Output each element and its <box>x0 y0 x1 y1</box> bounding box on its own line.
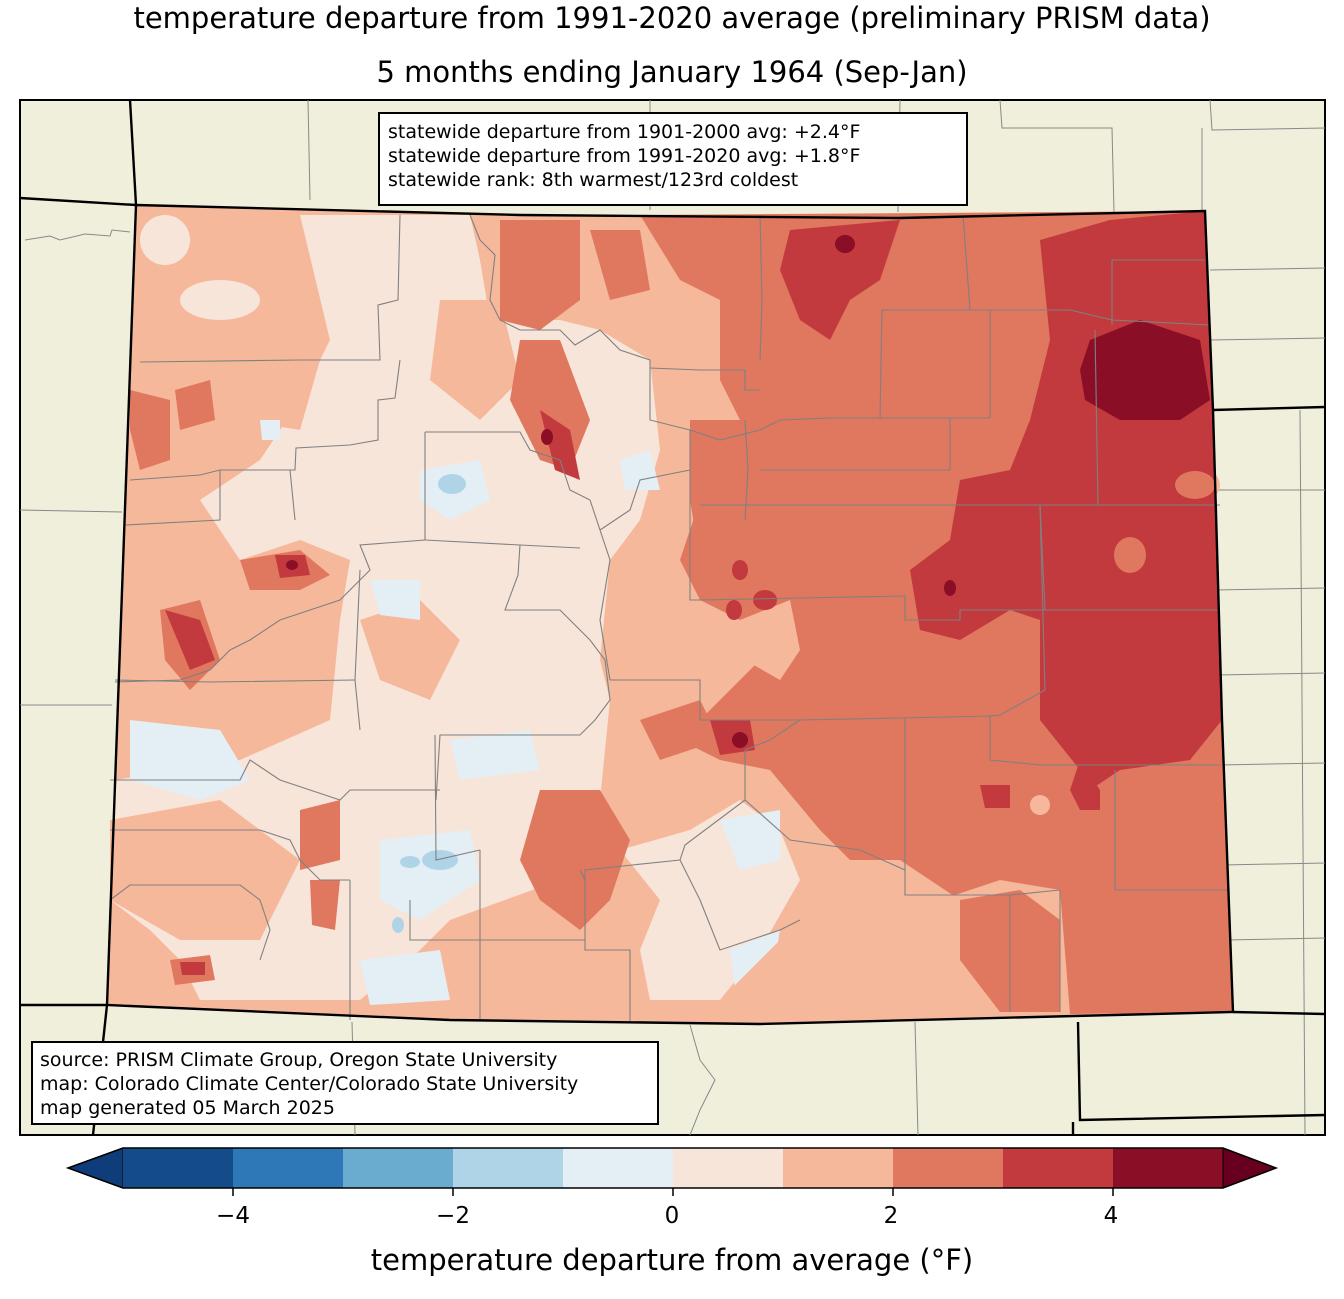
county-lines <box>109 214 1228 1022</box>
colorbar-label: temperature departure from average (°F) <box>370 1243 974 1277</box>
stat-line-3: statewide rank: 8th warmest/123rd coldes… <box>388 169 799 191</box>
colorbar-tick-0: 0 <box>664 1203 680 1229</box>
colorbar-tick-neg2: −2 <box>436 1203 470 1229</box>
stat-line-1: statewide departure from 1901-2000 avg: … <box>388 121 861 143</box>
colorbar-tick-4: 4 <box>1103 1203 1119 1229</box>
title-line-1: temperature departure from 1991-2020 ave… <box>133 1 1211 35</box>
source-line-3: map generated 05 March 2025 <box>40 1097 335 1119</box>
title-line-2: 5 months ending January 1964 (Sep-Jan) <box>376 55 968 89</box>
source-line-2: map: Colorado Climate Center/Colorado St… <box>40 1073 579 1095</box>
colorbar-tick-2: 2 <box>883 1203 899 1229</box>
stat-line-2: statewide departure from 1991-2020 avg: … <box>388 145 861 167</box>
source-box: source: PRISM Climate Group, Oregon Stat… <box>31 1041 659 1125</box>
colorbar-tick-neg4: −4 <box>216 1203 250 1229</box>
source-line-1: source: PRISM Climate Group, Oregon Stat… <box>40 1049 558 1071</box>
statewide-stats-box: statewide departure from 1901-2000 avg: … <box>378 112 968 206</box>
anomaly-shading <box>110 211 1233 1022</box>
